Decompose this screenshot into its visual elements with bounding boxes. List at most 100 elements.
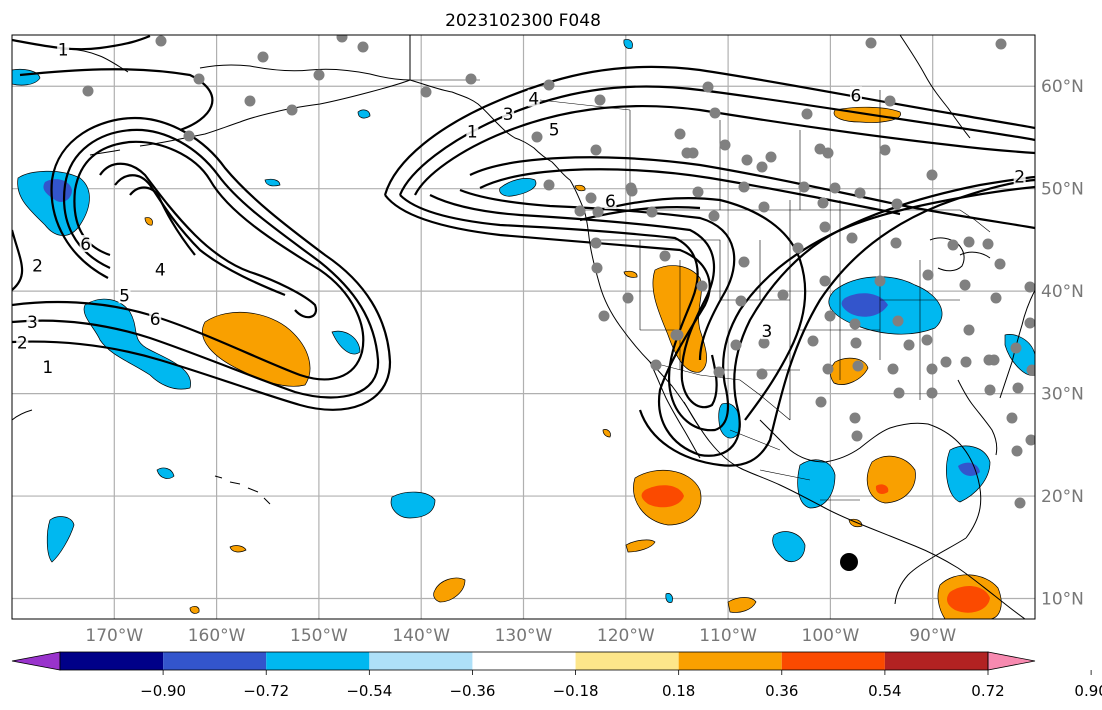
station-marker <box>193 73 205 85</box>
station-marker <box>887 363 899 375</box>
strong-negative-anomaly-patch <box>958 462 980 476</box>
station-marker <box>792 242 804 254</box>
colorbar-bin <box>472 652 576 670</box>
station-marker <box>822 363 834 375</box>
station-marker <box>874 275 886 287</box>
contour-label: 1 <box>58 40 69 60</box>
contour-label-background <box>31 256 44 274</box>
mexico-us-border <box>649 361 791 421</box>
station-marker <box>598 310 610 322</box>
station-marker <box>756 161 768 173</box>
positive-anomaly-patch <box>574 184 586 192</box>
positive-anomaly-patch <box>229 545 247 553</box>
contour-label: 6 <box>605 192 616 212</box>
station-marker <box>650 359 662 371</box>
contour-line <box>383 65 1035 196</box>
station-marker <box>890 237 902 249</box>
negative-anomaly-patch <box>83 298 191 390</box>
contour-label: 4 <box>155 261 166 281</box>
colorbar-frame <box>59 651 989 671</box>
negative-anomaly-patch <box>264 178 281 187</box>
contour-line <box>129 186 196 256</box>
longitude-tick-label: 150°W <box>290 626 348 646</box>
colorbar-extend-high <box>987 651 1036 671</box>
contour-label: 2 <box>1014 167 1025 187</box>
contour-label-background <box>118 286 131 304</box>
colorbar-bin <box>678 652 782 670</box>
station-marker <box>807 335 819 347</box>
station-marker <box>659 250 671 262</box>
contour-line <box>12 229 24 291</box>
contour-line <box>19 68 214 132</box>
longitude-tick-label: 130°W <box>495 626 553 646</box>
station-marker <box>852 360 864 372</box>
station-marker <box>851 430 863 442</box>
station-marker <box>926 169 938 181</box>
station-marker <box>741 154 753 166</box>
station-marker <box>990 292 1002 304</box>
station-marker <box>585 192 597 204</box>
canada-province-borders <box>539 90 881 210</box>
station-marker <box>1024 281 1035 293</box>
contour-line <box>12 35 151 51</box>
negative-anomaly-patch <box>797 459 836 509</box>
station-marker <box>286 104 298 116</box>
hudson-bay <box>899 35 971 139</box>
baja-california <box>649 361 701 459</box>
station-marker <box>590 237 602 249</box>
station-marker <box>819 221 831 233</box>
station-marker <box>891 198 903 210</box>
station-marker <box>824 310 836 322</box>
station-marker <box>865 37 877 49</box>
contour-line <box>479 168 901 216</box>
station-marker <box>713 366 725 378</box>
positive-anomaly-patch <box>433 577 466 603</box>
station-marker <box>926 363 938 375</box>
longitude-tick-label: 160°W <box>188 626 246 646</box>
positive-anomaly-patch <box>189 606 200 614</box>
contour-label-background <box>57 40 70 58</box>
station-marker <box>1011 445 1023 457</box>
station-marker <box>801 108 813 120</box>
contour-label-background <box>41 357 54 375</box>
contour-label: 1 <box>42 358 53 378</box>
station-marker <box>922 269 934 281</box>
longitude-tick-label: 120°W <box>597 626 655 646</box>
negative-anomaly-patch <box>772 531 806 562</box>
station-marker <box>591 262 603 274</box>
central-america <box>894 537 967 605</box>
station-marker <box>1010 342 1022 354</box>
station-marker <box>730 339 742 351</box>
florida <box>957 379 998 456</box>
coastlines <box>12 35 1035 619</box>
contour-label-background <box>548 120 561 138</box>
contour-label-background <box>466 122 479 140</box>
colorbar-tick-label: −0.90 <box>140 682 186 700</box>
figure-title: 2023102300 F048 <box>445 11 601 31</box>
station-marker <box>879 144 891 156</box>
contour-lines <box>12 35 1035 467</box>
station-marker <box>592 206 604 218</box>
station-marker <box>983 354 995 366</box>
contour-label: 4 <box>528 90 539 110</box>
western-pacific-coast <box>12 409 33 421</box>
contour-line <box>114 174 286 297</box>
longitude-tick-label: 140°W <box>392 626 450 646</box>
station-marker <box>244 95 256 107</box>
station-marker <box>829 182 841 194</box>
station-marker <box>709 107 721 119</box>
contour-label-background <box>1013 167 1026 185</box>
station-marker <box>646 206 658 218</box>
contour-label: 5 <box>119 286 130 306</box>
station-marker <box>155 35 167 47</box>
negative-anomaly-patch <box>156 467 175 479</box>
alaska-canada-border <box>409 35 480 81</box>
station-marker <box>995 38 1007 50</box>
colorbar-tick-label: 0.72 <box>971 682 1004 700</box>
contour-label-background <box>149 309 162 327</box>
negative-anomaly-patch <box>390 491 436 519</box>
station-marker <box>815 396 827 408</box>
colorbar-bin <box>781 652 885 670</box>
station-marker <box>1014 497 1026 509</box>
